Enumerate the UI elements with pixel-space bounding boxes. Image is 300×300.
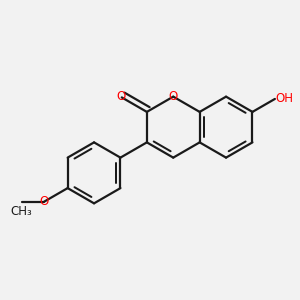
Text: O: O [169, 90, 178, 103]
Text: CH₃: CH₃ [11, 205, 32, 218]
Text: O: O [40, 195, 49, 208]
Text: OH: OH [276, 92, 294, 105]
Text: O: O [116, 90, 125, 103]
